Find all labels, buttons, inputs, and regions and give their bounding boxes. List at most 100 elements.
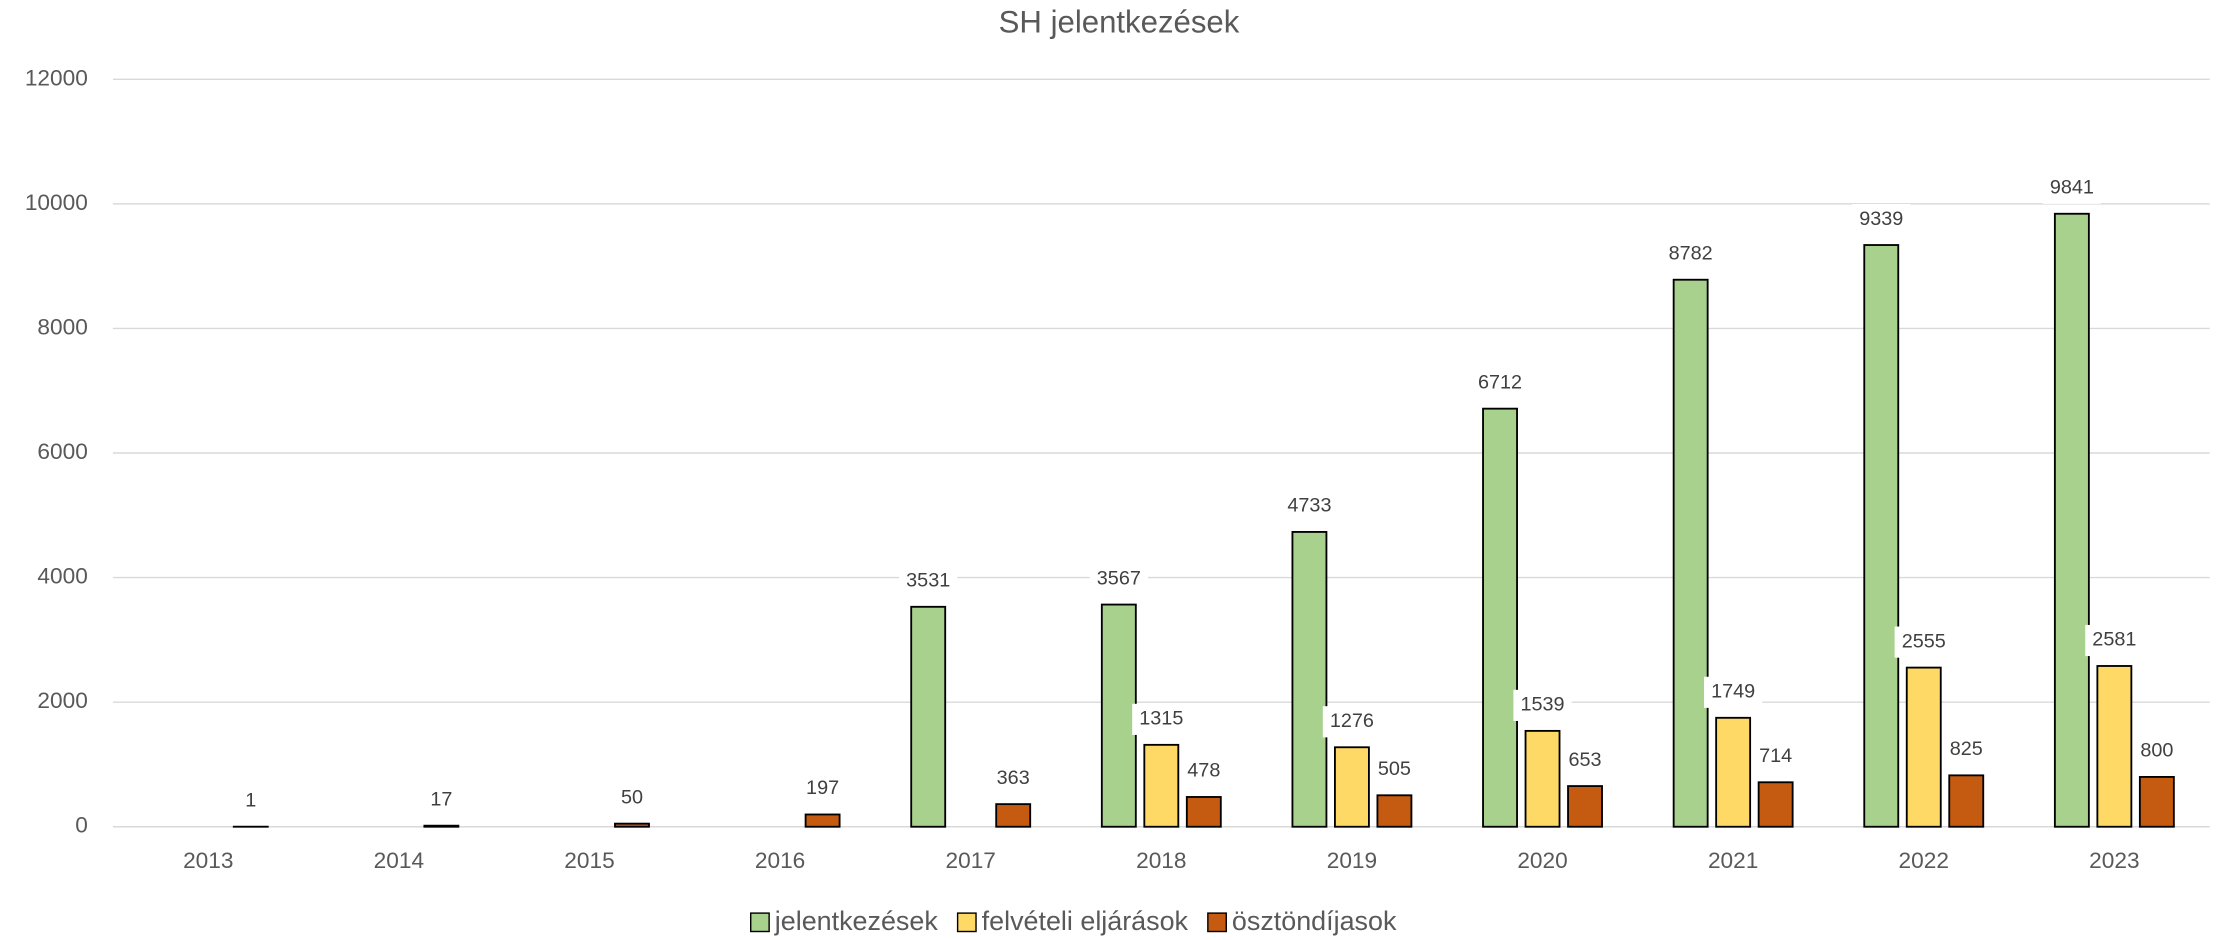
data-label-text: 800 (2140, 740, 2173, 762)
y-tick-label: 0 (75, 812, 88, 838)
data-label-text: 1276 (1330, 710, 1374, 732)
data-label: 653 (1561, 745, 1609, 777)
data-label-bg (1089, 563, 1148, 595)
x-tick-label: 2019 (1327, 847, 1377, 873)
data-label-text: 8782 (1669, 242, 1713, 264)
data-label-text: 478 (1187, 760, 1220, 782)
bar (1715, 716, 1752, 828)
legend-swatch (956, 912, 977, 933)
data-label-text: 1539 (1520, 694, 1564, 716)
bar (1100, 603, 1137, 828)
data-label-text: 1315 (1139, 708, 1183, 730)
data-label-bg (989, 763, 1037, 795)
x-tick-label: 2017 (946, 847, 996, 873)
data-label: 50 (613, 782, 651, 814)
bar (2138, 775, 2175, 828)
data-label: 363 (989, 763, 1037, 795)
chart-title: SH jelentkezések (999, 4, 1240, 39)
bar (1757, 781, 1794, 828)
data-label: 1276 (1322, 706, 1382, 738)
data-label: 8782 (1661, 238, 1720, 270)
bar (1863, 244, 1900, 828)
data-label-bg (613, 782, 651, 814)
data-label: 9841 (2042, 172, 2101, 204)
data-label: 4733 (1280, 490, 1339, 523)
data-label-bg (1942, 734, 1990, 766)
data-label: 2555 (1894, 626, 1953, 658)
y-tick-label: 8000 (37, 313, 87, 339)
data-label: 3531 (899, 565, 958, 597)
data-label: 9339 (1852, 203, 1911, 236)
legend-label: ösztöndíjasok (1232, 906, 1397, 936)
data-label: 17 (423, 784, 460, 816)
data-label-text: 50 (621, 786, 643, 808)
bar (1334, 746, 1370, 828)
bar (1672, 278, 1709, 828)
bar (1524, 729, 1561, 828)
data-label-text: 17 (430, 788, 452, 810)
data-label-bg (1132, 703, 1191, 735)
bar (614, 822, 650, 828)
data-label: 825 (1942, 734, 1990, 766)
data-label-bg (1180, 755, 1228, 788)
bar (2096, 665, 2133, 828)
bar (910, 605, 947, 828)
data-label-text: 9841 (2050, 177, 2094, 199)
data-label-text: 2555 (1902, 630, 1946, 652)
data-label-text: 3567 (1097, 567, 1141, 589)
data-label-text: 363 (997, 767, 1030, 789)
bar (1185, 796, 1222, 828)
data-label-text: 197 (806, 777, 839, 799)
data-label-bg (2085, 624, 2144, 657)
y-tick-label: 6000 (37, 438, 87, 464)
data-label-text: 1749 (1711, 681, 1755, 703)
data-label-bg (899, 565, 958, 597)
data-label-bg (1704, 676, 1763, 708)
data-label-bg (238, 785, 264, 817)
data-label-bg (1852, 203, 1911, 236)
data-label-text: 6712 (1478, 371, 1522, 393)
x-tick-label: 2013 (183, 847, 233, 873)
data-label: 478 (1180, 755, 1228, 788)
data-label: 2581 (2085, 624, 2144, 657)
x-tick-label: 2018 (1136, 847, 1186, 873)
data-label-bg (1561, 745, 1609, 777)
legend-swatch (750, 912, 770, 933)
data-label-text: 505 (1378, 758, 1411, 780)
x-tick-label: 2021 (1708, 847, 1758, 873)
data-label: 6712 (1470, 367, 1530, 399)
data-label-bg (2133, 735, 2181, 768)
data-label-bg (1894, 626, 1953, 658)
bar (2053, 212, 2090, 828)
data-label-text: 4733 (1287, 495, 1331, 517)
data-label: 1 (238, 785, 264, 817)
data-label-text: 2581 (2092, 629, 2136, 651)
y-tick-label: 10000 (25, 189, 88, 215)
bar (1143, 743, 1180, 828)
y-tick-label: 4000 (37, 563, 87, 589)
legend-label: felvételi eljárások (982, 906, 1189, 936)
data-label-text: 3531 (906, 570, 950, 592)
legend-label: jelentkezések (774, 906, 939, 936)
data-label: 3567 (1089, 563, 1148, 595)
data-label: 197 (798, 773, 847, 805)
data-label-bg (423, 784, 460, 816)
data-label: 1315 (1132, 703, 1191, 735)
data-label: 714 (1752, 741, 1800, 773)
data-label-bg (1280, 490, 1339, 523)
bar (423, 824, 460, 828)
x-tick-label: 2014 (374, 847, 424, 873)
data-label-text: 714 (1759, 745, 1792, 767)
y-tick-label: 12000 (25, 64, 88, 90)
bar (1948, 774, 1985, 828)
legend: jelentkezések felvételi eljárások ösztöndí… (750, 906, 1397, 936)
bar (1905, 666, 1942, 828)
bar (1376, 794, 1413, 828)
data-label: 505 (1370, 754, 1419, 786)
data-label: 800 (2133, 735, 2181, 768)
x-tick-label: 2016 (755, 847, 805, 873)
y-tick-label: 2000 (37, 687, 87, 713)
data-label-text: 653 (1568, 749, 1601, 771)
x-tick-label: 2023 (2089, 847, 2139, 873)
data-label: 1539 (1513, 689, 1572, 721)
